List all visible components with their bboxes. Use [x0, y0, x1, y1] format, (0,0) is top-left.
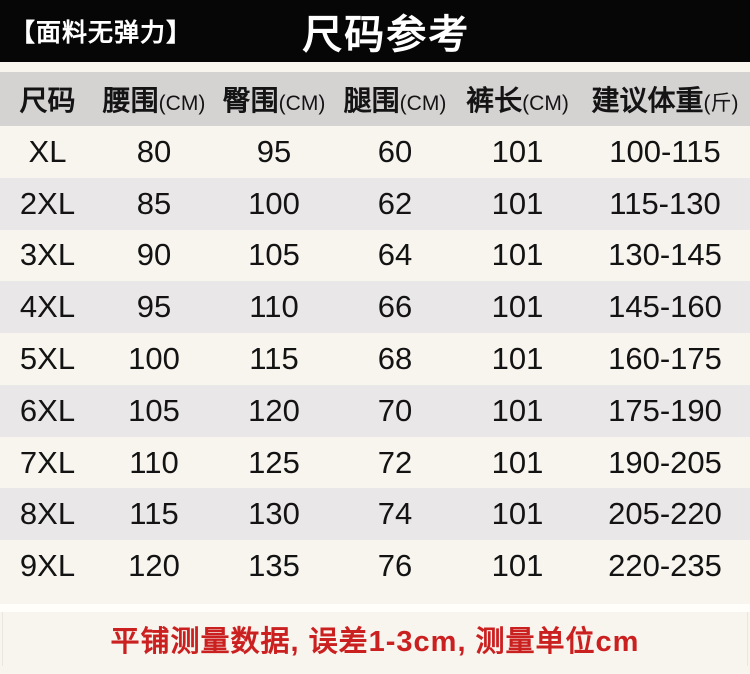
column-header-size: 尺码	[0, 79, 95, 119]
cell: XL	[28, 133, 67, 169]
cell: 101	[491, 392, 544, 428]
cell: 4XL	[19, 289, 76, 325]
cell: 6XL	[19, 392, 76, 428]
cell: 62	[377, 185, 413, 221]
footer: 平铺测量数据, 误差1-3cm, 测量单位cm	[2, 612, 748, 666]
cell: 115	[129, 496, 179, 532]
cell: 74	[377, 496, 413, 532]
cell: 101	[491, 496, 544, 532]
cell: 85	[136, 185, 172, 221]
cell: 205-220	[608, 496, 722, 532]
table-row: 3XL 90 105 64 101 130-145	[0, 230, 750, 282]
table-body: XL 80 95 60 101 100-115 2XL 85 100 62 101 115-130 3X…	[0, 126, 750, 592]
cell: 175-190	[608, 392, 722, 428]
size-table: 尺码 腰围(CM) 臀围(CM) 腿围(CM) 裤长(CM) 建议体重(斤) X…	[0, 72, 750, 592]
table-row: 4XL 95 110 66 101 145-160	[0, 281, 750, 334]
cell: 95	[256, 133, 292, 169]
column-label: 建议体重	[591, 85, 704, 116]
cell: 110	[249, 289, 299, 325]
cell: 120	[128, 548, 180, 584]
cell: 105	[128, 392, 180, 428]
header-bar: 【面料无弹力】 尺码参考	[0, 0, 750, 62]
cell: 130	[248, 496, 300, 532]
cell: 220-235	[608, 548, 722, 584]
column-unit: (CM)	[278, 92, 326, 115]
column-header-hip: 臀围(CM)	[213, 79, 335, 119]
table-row: 9XL 120 135 76 101 220-235	[0, 540, 750, 592]
cell: 190-205	[608, 444, 722, 480]
column-unit: (CM)	[522, 92, 569, 115]
cell: 95	[136, 289, 172, 325]
cell: 105	[248, 237, 300, 273]
cell: 110	[129, 444, 179, 480]
column-header-thigh: 腿围(CM)	[335, 79, 455, 119]
table-row: 8XL 115 130 74 101 205-220	[0, 488, 750, 541]
cell: 135	[248, 548, 300, 584]
column-unit: (CM)	[158, 92, 206, 115]
cell: 130-145	[608, 237, 722, 273]
cell: 70	[377, 392, 413, 428]
cell: 8XL	[19, 496, 76, 532]
cell: 115-130	[609, 185, 721, 221]
column-header-pants-length: 裤长(CM)	[455, 79, 580, 119]
cell: 101	[491, 548, 544, 584]
column-unit: (CM)	[399, 92, 447, 115]
column-label: 腰围	[102, 85, 159, 116]
cell: 76	[377, 548, 413, 584]
cell: 100	[248, 185, 300, 221]
cell: 101	[491, 340, 544, 376]
cell: 125	[248, 444, 300, 480]
fabric-note: 【面料无弹力】	[10, 19, 193, 47]
cell: 101	[491, 444, 544, 480]
column-label: 腿围	[343, 85, 400, 116]
table-row: 2XL 85 100 62 101 115-130	[0, 177, 750, 230]
cell: 7XL	[19, 444, 76, 480]
table-row: 6XL 105 120 70 101 175-190	[0, 384, 750, 437]
cell: 145-160	[608, 289, 722, 325]
cell: 2XL	[19, 185, 76, 221]
cell: 64	[377, 237, 413, 273]
cell: 9XL	[19, 548, 76, 584]
cell: 90	[136, 237, 172, 273]
column-label: 裤长	[466, 85, 523, 116]
cell: 5XL	[19, 340, 76, 376]
table-row: 5XL 100 115 68 101 160-175	[0, 333, 750, 385]
cell: 60	[377, 133, 413, 169]
separator-strip	[0, 604, 750, 612]
cell: 160-175	[608, 340, 722, 376]
cell: 80	[136, 133, 172, 169]
column-label: 臀围	[222, 85, 279, 116]
column-label: 尺码	[19, 85, 76, 116]
table-header-row: 尺码 腰围(CM) 臀围(CM) 腿围(CM) 裤长(CM) 建议体重(斤)	[0, 72, 750, 126]
cell: 66	[377, 289, 413, 325]
column-header-waist: 腰围(CM)	[95, 79, 213, 119]
cell: 120	[248, 392, 300, 428]
column-unit: (斤)	[703, 92, 739, 115]
cell: 101	[491, 237, 544, 273]
page-title: 尺码参考	[302, 13, 471, 57]
cell: 101	[491, 185, 544, 221]
cell: 3XL	[19, 237, 76, 273]
measurement-disclaimer: 平铺测量数据, 误差1-3cm, 测量单位cm	[110, 626, 640, 658]
cell: 100-115	[609, 133, 721, 169]
cell: 100	[128, 340, 180, 376]
cell: 101	[491, 289, 544, 325]
table-row: XL 80 95 60 101 100-115	[0, 126, 750, 178]
cell: 72	[377, 444, 413, 480]
cell: 68	[377, 340, 413, 376]
table-row: 7XL 110 125 72 101 190-205	[0, 437, 750, 489]
column-header-suggested-weight: 建议体重(斤)	[580, 79, 750, 119]
cell: 115	[249, 340, 299, 376]
cell: 101	[491, 133, 544, 169]
